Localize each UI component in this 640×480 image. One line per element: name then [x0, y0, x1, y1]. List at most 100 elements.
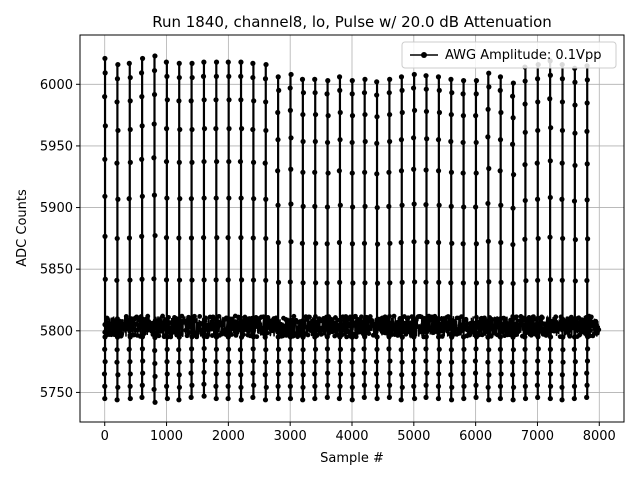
baseline-point	[593, 318, 599, 324]
pulse-point	[472, 370, 479, 376]
pulse-point	[435, 334, 442, 340]
legend: AWG Amplitude: 0.1Vpp	[401, 41, 617, 69]
pulse-point	[473, 334, 480, 340]
pulse-point	[151, 322, 157, 328]
pulse-point	[423, 346, 429, 352]
pulse-point	[460, 139, 466, 146]
pulse-point	[275, 279, 282, 285]
pulse-point	[325, 78, 331, 84]
pulse-point	[399, 87, 405, 93]
pulse-point	[324, 241, 330, 247]
legend-series-label: AWG Amplitude: 0.1Vpp	[445, 48, 601, 63]
pulse-point	[436, 371, 442, 377]
baseline-point	[553, 314, 559, 320]
pulse-point	[213, 322, 219, 328]
pulse-point	[572, 130, 578, 136]
pulse-point	[189, 382, 195, 388]
pulse-point	[423, 73, 429, 79]
pulse-point	[225, 395, 231, 402]
pulse-point	[448, 280, 454, 286]
pulse-point	[522, 383, 528, 389]
pulse-point	[237, 347, 244, 353]
pulse-point	[312, 169, 318, 175]
pulse-point	[300, 347, 306, 353]
pulse-point	[102, 322, 108, 328]
pulse-point	[534, 322, 540, 328]
pulse-point	[349, 91, 355, 97]
pulse-point	[485, 238, 491, 244]
pulse-point	[201, 158, 207, 165]
pulse-point	[362, 76, 368, 82]
pulse-point	[275, 202, 281, 208]
pulse-point	[361, 370, 368, 376]
pulse-point	[535, 277, 541, 283]
pulse-point	[324, 334, 330, 340]
pulse-point	[325, 382, 331, 388]
pulse-point	[486, 347, 492, 353]
baseline-point	[244, 327, 250, 333]
pulse-point	[361, 394, 367, 400]
pulse-point	[374, 241, 381, 247]
pulse-point	[114, 347, 120, 353]
baseline-point	[186, 314, 191, 320]
pulse-point	[299, 322, 306, 328]
pulse-point	[534, 76, 541, 82]
pulse-point	[350, 322, 356, 328]
pulse-point	[312, 383, 318, 389]
pulse-point	[424, 370, 430, 376]
pulse-point	[461, 383, 467, 389]
pulse-point	[177, 196, 183, 202]
pulse-point	[151, 67, 158, 74]
pulse-point	[361, 382, 368, 388]
pulse-point	[535, 394, 541, 400]
pulse-point	[324, 139, 331, 146]
pulse-point	[547, 194, 553, 201]
pulse-point	[386, 203, 392, 209]
pulse-point	[201, 277, 207, 283]
baseline-point	[567, 333, 573, 339]
pulse-point	[486, 279, 492, 285]
pulse-point	[473, 382, 479, 388]
pulse-point	[312, 334, 318, 340]
baseline-point	[169, 325, 175, 331]
pulse-point	[325, 322, 331, 328]
pulse-point	[337, 359, 343, 365]
pulse-point	[522, 334, 528, 340]
pulse-point	[250, 159, 257, 165]
pulse-point	[139, 346, 146, 352]
pulse-point	[275, 168, 281, 174]
pulse-point	[486, 397, 492, 403]
pulse-point	[226, 158, 232, 165]
pulse-point	[522, 78, 528, 84]
pulse-point	[349, 334, 355, 340]
pulse-point	[263, 235, 269, 242]
baseline-point	[183, 327, 188, 333]
pulse-point	[238, 97, 244, 103]
pulse-point	[263, 61, 269, 68]
baseline-point	[416, 324, 422, 329]
pulse-point	[238, 126, 245, 132]
pulse-point	[435, 395, 442, 402]
pulse-point	[572, 322, 578, 328]
y-tick-label: 5900	[40, 201, 73, 216]
pulse-point	[115, 384, 121, 390]
baseline-point	[145, 313, 151, 319]
pulse-point	[176, 322, 183, 328]
pulse-point	[548, 125, 554, 131]
pulse-point	[201, 126, 208, 132]
baseline-point	[442, 325, 447, 331]
pulse-point	[510, 115, 516, 121]
pulse-point	[473, 241, 479, 247]
baseline-point	[172, 315, 177, 320]
pulse-point	[101, 371, 108, 377]
pulse-point	[139, 382, 145, 388]
pulse-point	[535, 99, 541, 105]
pulse-point	[362, 169, 368, 175]
pulse-point	[324, 91, 330, 97]
pulse-point	[472, 358, 478, 364]
pulse-point	[139, 55, 146, 62]
pulse-point	[473, 280, 480, 286]
pulse-point	[189, 74, 195, 81]
